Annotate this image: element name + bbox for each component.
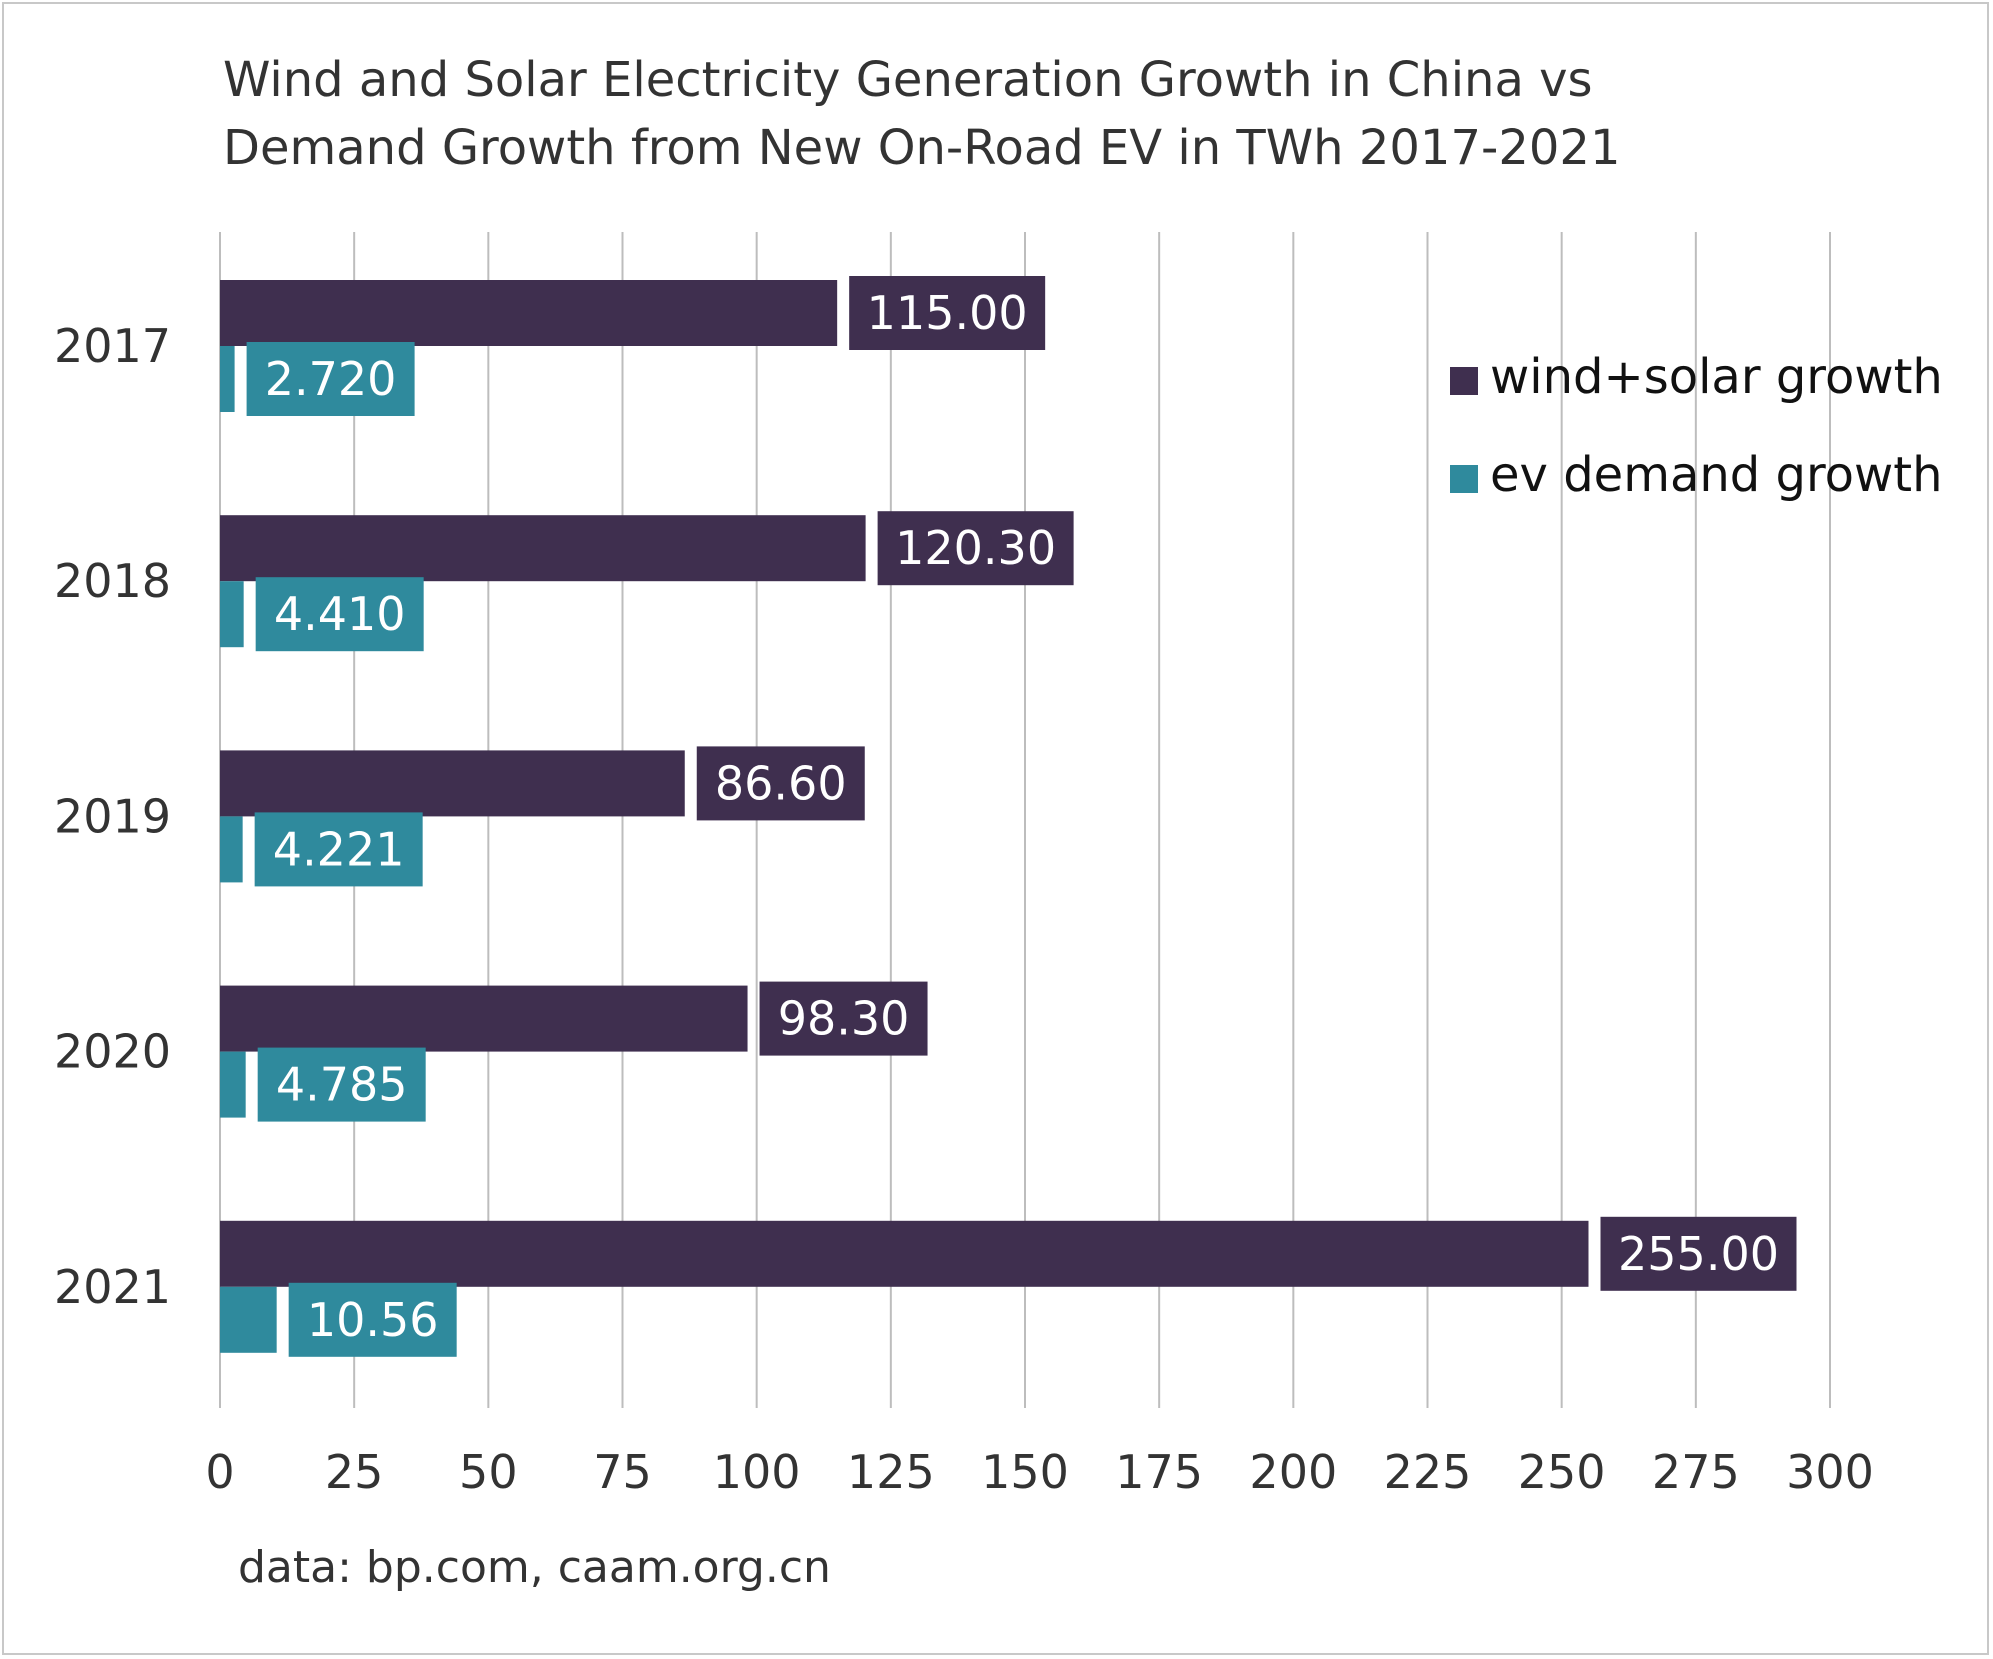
category-label-2020: 2020 <box>54 1025 171 1079</box>
bar-ev-2021 <box>220 1286 277 1353</box>
legend-label-ev: ev demand growth <box>1490 447 1943 503</box>
y-axis-categories: 2017 2018 2019 2020 2021 <box>54 319 171 1314</box>
data-label-box <box>696 746 865 821</box>
data-label-box <box>288 1282 457 1357</box>
chart-title-line-2: Demand Growth from New On-Road EV in TWh… <box>223 120 1620 176</box>
x-tick-label: 300 <box>1786 1445 1874 1499</box>
bar-wind-solar-2019 <box>220 750 685 817</box>
data-label-box <box>877 511 1074 586</box>
x-tick-label: 250 <box>1518 1445 1606 1499</box>
bar-wind-solar-2020 <box>220 985 748 1052</box>
x-tick-label: 225 <box>1384 1445 1472 1499</box>
data-label: 10.56 <box>307 1293 439 1347</box>
data-label-box <box>1600 1216 1797 1291</box>
bar-ev-2019 <box>220 816 243 883</box>
legend-swatch-ev <box>1450 465 1478 493</box>
bar-wind-solar-2021 <box>220 1220 1589 1287</box>
x-tick-label: 50 <box>459 1445 518 1499</box>
data-label-box <box>255 577 424 652</box>
bar-ev-2017 <box>220 346 235 412</box>
chart-title: Wind and Solar Electricity Generation Gr… <box>223 52 1620 176</box>
category-label-2017: 2017 <box>54 319 171 373</box>
x-tick-label: 150 <box>981 1445 1069 1499</box>
legend: wind+solar growth ev demand growth <box>1450 349 1943 503</box>
bar-ev-2020 <box>220 1051 246 1118</box>
data-label: 4.785 <box>276 1058 408 1112</box>
bar-ev-2018 <box>220 581 244 648</box>
category-label-2018: 2018 <box>54 554 171 608</box>
x-tick-label: 125 <box>847 1445 935 1499</box>
legend-label-wind-solar: wind+solar growth <box>1490 349 1943 405</box>
source-note: data: bp.com, caam.org.cn <box>238 1542 831 1593</box>
bar-wind-solar-2017 <box>220 280 838 346</box>
data-label-box <box>246 342 415 416</box>
x-tick-label: 25 <box>325 1445 384 1499</box>
data-label-box <box>759 981 928 1056</box>
data-label: 86.60 <box>715 756 847 810</box>
x-tick-label: 200 <box>1249 1445 1337 1499</box>
data-label-box <box>849 276 1046 350</box>
x-tick-label: 0 <box>205 1445 234 1499</box>
x-axis-ticks: 0 25 50 75 100 125 150 175 200 225 250 275 300 <box>205 1445 1874 1499</box>
data-label: 115.00 <box>867 286 1028 340</box>
chart-title-line-1: Wind and Solar Electricity Generation Gr… <box>223 52 1593 108</box>
x-tick-label: 75 <box>593 1445 652 1499</box>
data-label: 2.720 <box>265 352 397 406</box>
data-label: 255.00 <box>1618 1227 1779 1281</box>
x-tick-label: 175 <box>1115 1445 1203 1499</box>
data-label: 4.221 <box>273 822 405 876</box>
data-label: 4.410 <box>274 587 406 641</box>
bar-wind-solar-2018 <box>220 515 866 582</box>
data-label: 98.30 <box>778 992 910 1046</box>
category-label-2019: 2019 <box>54 789 171 843</box>
data-label: 120.30 <box>895 521 1056 575</box>
x-tick-label: 275 <box>1652 1445 1740 1499</box>
gridlines <box>219 232 1831 1408</box>
data-label-box <box>254 812 423 887</box>
data-label-box <box>257 1047 426 1122</box>
category-label-2021: 2021 <box>54 1260 171 1314</box>
legend-swatch-wind-solar <box>1450 367 1478 395</box>
x-tick-label: 100 <box>713 1445 801 1499</box>
bars: 115.00 2.720 120.30 4.410 86.60 4.221 98.30 4.7… <box>220 276 1797 1357</box>
